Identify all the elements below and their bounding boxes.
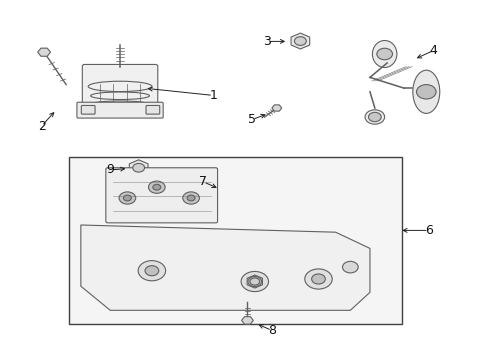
Text: 6: 6 <box>425 224 433 237</box>
Circle shape <box>138 261 166 281</box>
Circle shape <box>183 192 199 204</box>
Polygon shape <box>81 225 370 310</box>
Text: 1: 1 <box>209 89 217 102</box>
Text: 7: 7 <box>199 175 207 188</box>
FancyBboxPatch shape <box>82 64 158 107</box>
Circle shape <box>145 266 159 276</box>
FancyBboxPatch shape <box>106 168 218 223</box>
Polygon shape <box>38 48 50 56</box>
Text: 2: 2 <box>38 120 46 132</box>
Polygon shape <box>242 317 253 324</box>
Circle shape <box>123 195 131 201</box>
Circle shape <box>377 48 392 60</box>
Polygon shape <box>129 160 148 176</box>
Circle shape <box>250 278 260 285</box>
Ellipse shape <box>413 70 440 113</box>
Circle shape <box>312 274 325 284</box>
Ellipse shape <box>343 261 358 273</box>
Circle shape <box>305 269 332 289</box>
Ellipse shape <box>365 110 385 124</box>
FancyBboxPatch shape <box>81 105 95 114</box>
Circle shape <box>187 195 195 201</box>
Polygon shape <box>247 275 263 288</box>
Text: 8: 8 <box>268 324 276 337</box>
Circle shape <box>153 184 161 190</box>
FancyBboxPatch shape <box>146 105 160 114</box>
Ellipse shape <box>372 40 397 68</box>
Circle shape <box>368 112 381 122</box>
Circle shape <box>248 276 262 287</box>
Polygon shape <box>272 105 282 111</box>
Text: 9: 9 <box>106 163 114 176</box>
Text: 3: 3 <box>263 35 271 48</box>
Polygon shape <box>291 33 310 49</box>
Circle shape <box>119 192 136 204</box>
Bar <box>69 157 402 324</box>
Circle shape <box>416 85 436 99</box>
Text: 5: 5 <box>248 113 256 126</box>
Circle shape <box>241 271 269 292</box>
Circle shape <box>294 37 306 45</box>
Text: 4: 4 <box>430 44 438 57</box>
Circle shape <box>133 163 145 172</box>
Circle shape <box>148 181 165 193</box>
FancyBboxPatch shape <box>77 102 163 118</box>
